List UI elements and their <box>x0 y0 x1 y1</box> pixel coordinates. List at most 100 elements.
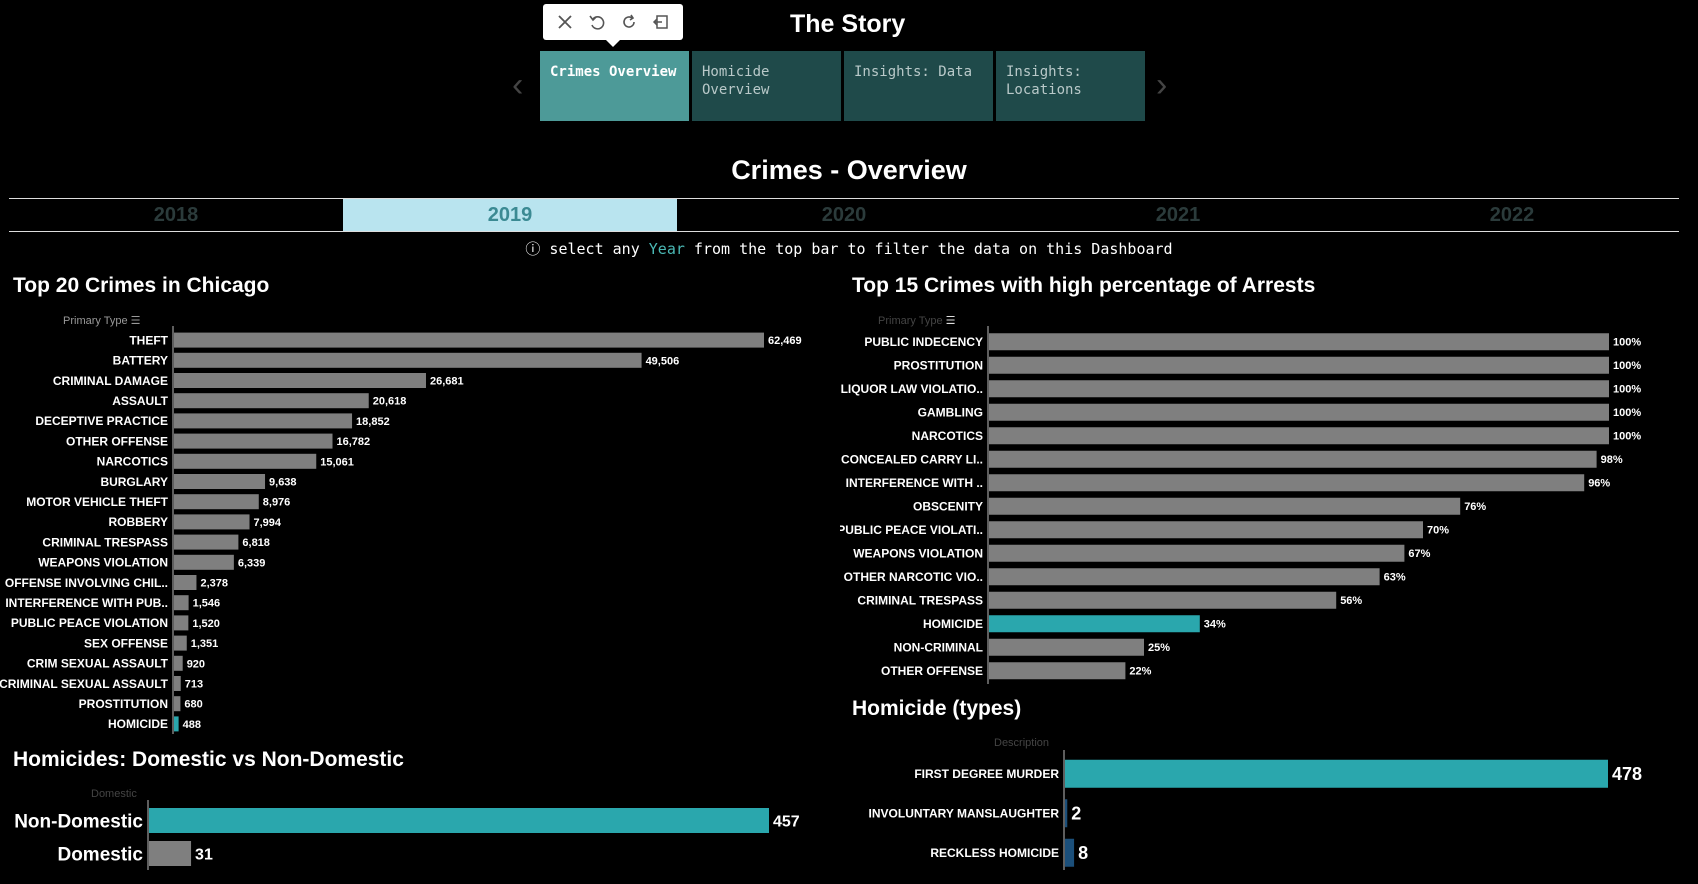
arrests-title: Top 15 Crimes with high percentage of Ar… <box>852 274 1316 297</box>
year-2022[interactable]: 2022 <box>1489 204 1535 226</box>
category-label-battery: BATTERY <box>113 354 168 368</box>
exit-icon[interactable] <box>648 9 674 35</box>
value-label-first-degree-murder: 478 <box>1612 764 1642 784</box>
category-label-domestic: Domestic <box>57 844 143 865</box>
bar-offense-involving-chil[interactable] <box>174 575 197 590</box>
value-label-non-criminal: 25% <box>1148 642 1170 654</box>
bar-first-degree-murder[interactable] <box>1065 759 1608 788</box>
bar-concealed-carry-li[interactable] <box>989 450 1597 468</box>
bar-narcotics[interactable] <box>174 453 317 469</box>
story-tab-insights-locations[interactable]: Insights: Locations <box>996 51 1145 121</box>
bar-public-peace-violati[interactable] <box>989 521 1423 539</box>
value-label-robbery: 7,994 <box>254 517 282 529</box>
bar-battery[interactable] <box>174 352 642 368</box>
homicide-types-title: Homicide (types) <box>852 697 1022 720</box>
bar-non-domestic[interactable] <box>149 808 769 833</box>
story-tab-insights-data[interactable]: Insights: Data <box>844 51 993 121</box>
bar-liquor-law-violatio[interactable] <box>989 380 1609 398</box>
category-label-other-narcotic-vio: OTHER NARCOTIC VIO.. <box>844 570 983 584</box>
bar-obscenity[interactable] <box>989 497 1461 515</box>
bar-robbery[interactable] <box>174 514 250 530</box>
bar-public-indecency[interactable] <box>989 333 1609 351</box>
previous-arrow-icon[interactable]: ‹ <box>512 66 524 104</box>
category-label-prostitution: PROSTITUTION <box>79 697 168 711</box>
category-label-crim-sexual-assault: CRIM SEXUAL ASSAULT <box>27 657 169 671</box>
category-label-public-peace-violati: PUBLIC PEACE VIOLATI.. <box>840 523 983 537</box>
category-label-concealed-carry-li: CONCEALED CARRY LI.. <box>841 453 983 467</box>
top20-field-label[interactable]: Primary Type ☰ <box>63 314 141 327</box>
value-label-non-domestic: 457 <box>773 813 800 830</box>
value-label-obscenity: 76% <box>1464 501 1486 513</box>
year-2018[interactable]: 2018 <box>153 204 199 226</box>
viz-toolbar <box>543 4 683 47</box>
bar-sex-offense[interactable] <box>174 635 187 651</box>
value-label-involuntary-manslaughter: 2 <box>1071 804 1081 824</box>
category-label-interference-with: INTERFERENCE WITH .. <box>846 476 983 490</box>
value-label-theft: 62,469 <box>768 335 802 347</box>
close-icon[interactable] <box>552 9 578 35</box>
value-label-homicide: 488 <box>183 719 201 731</box>
bar-criminal-damage[interactable] <box>174 373 426 388</box>
year-2020[interactable]: 2020 <box>821 204 867 226</box>
category-label-theft: THEFT <box>129 333 168 347</box>
category-label-first-degree-murder: FIRST DEGREE MURDER <box>914 767 1059 781</box>
sort-icon[interactable]: ☰ <box>945 315 956 327</box>
arrests-field-text: Primary Type <box>878 315 943 327</box>
bar-criminal-trespass[interactable] <box>989 591 1337 609</box>
bar-reckless-homicide[interactable] <box>1065 838 1075 867</box>
value-label-criminal-trespass: 56% <box>1340 595 1362 607</box>
bar-interference-with[interactable] <box>989 474 1585 492</box>
undo-icon[interactable] <box>584 9 610 35</box>
year-2021[interactable]: 2021 <box>1155 204 1201 226</box>
bar-prostitution[interactable] <box>989 356 1609 374</box>
value-label-public-indecency: 100% <box>1613 337 1641 349</box>
story-tab-homicide-overview[interactable]: Homicide Overview <box>692 51 841 121</box>
year-2019[interactable]: 2019 <box>343 199 677 231</box>
bar-other-narcotic-vio[interactable] <box>989 568 1380 586</box>
bar-assault[interactable] <box>174 393 369 409</box>
category-label-criminal-trespass: CRIMINAL TRESPASS <box>857 594 983 608</box>
bar-prostitution[interactable] <box>174 696 181 712</box>
sort-icon[interactable]: ☰ <box>130 315 141 327</box>
category-label-reckless-homicide: RECKLESS HOMICIDE <box>930 846 1059 860</box>
bar-other-offense[interactable] <box>989 662 1126 680</box>
arrests-field-label[interactable]: Primary Type ☰ <box>878 314 956 327</box>
category-label-other-offense: OTHER OFFENSE <box>66 434 168 448</box>
refresh-icon[interactable] <box>616 9 642 35</box>
bar-homicide[interactable] <box>174 716 179 732</box>
bar-homicide[interactable] <box>989 615 1200 633</box>
value-label-burglary: 9,638 <box>269 476 297 488</box>
bar-weapons-violation[interactable] <box>989 544 1405 562</box>
bar-narcotics[interactable] <box>989 427 1609 445</box>
bar-burglary[interactable] <box>174 474 266 489</box>
value-label-motor-vehicle-theft: 8,976 <box>263 497 291 509</box>
bar-public-peace-violation[interactable] <box>174 615 189 631</box>
story-tab-crimes-overview[interactable]: Crimes Overview <box>540 51 689 121</box>
bar-criminal-trespass[interactable] <box>174 534 239 550</box>
hint-prefix: ⓘ select any <box>525 240 649 258</box>
bar-criminal-sexual-assault[interactable] <box>174 676 181 691</box>
homicide-types-chart: FIRST DEGREE MURDER 478 INVOLUNTARY MANSLA… <box>869 750 1642 870</box>
value-label-weapons-violation: 6,339 <box>238 557 266 569</box>
category-label-narcotics: NARCOTICS <box>97 455 168 469</box>
category-label-interference-with-pub: INTERFERENCE WITH PUB.. <box>5 596 168 610</box>
hint-year: Year <box>648 240 685 258</box>
bar-gambling[interactable] <box>989 403 1609 421</box>
next-arrow-icon[interactable]: › <box>1156 66 1168 104</box>
domestic-title: Homicides: Domestic vs Non-Domestic <box>13 748 404 771</box>
bar-interference-with-pub[interactable] <box>174 595 189 611</box>
bar-crim-sexual-assault[interactable] <box>174 655 183 671</box>
bar-domestic[interactable] <box>149 841 192 866</box>
bar-other-offense[interactable] <box>174 433 333 449</box>
bar-weapons-violation[interactable] <box>174 554 234 570</box>
bar-deceptive-practice[interactable] <box>174 413 353 429</box>
bar-involuntary-manslaughter[interactable] <box>1065 799 1068 828</box>
category-label-public-peace-violation: PUBLIC PEACE VIOLATION <box>11 616 168 630</box>
value-label-homicide: 34% <box>1204 619 1226 631</box>
category-label-burglary: BURGLARY <box>100 475 168 489</box>
bar-non-criminal[interactable] <box>989 638 1144 656</box>
bar-motor-vehicle-theft[interactable] <box>174 494 259 510</box>
value-label-interference-with-pub: 1,546 <box>193 598 221 610</box>
bar-theft[interactable] <box>174 332 764 348</box>
homicide-types-field-label: Description <box>994 737 1050 749</box>
